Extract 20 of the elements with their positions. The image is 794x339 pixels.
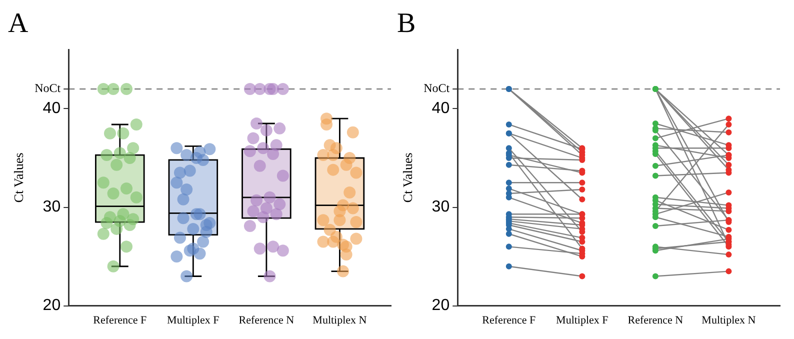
chart-title: A	[8, 8, 29, 40]
y-tick-label: NoCt	[424, 81, 450, 96]
x-tick-label: Reference F	[93, 314, 147, 326]
x-tick-label: Reference N	[628, 314, 684, 326]
x-tick-label: Multiplex N	[702, 314, 756, 326]
y-axis-title: Ct Values	[11, 152, 26, 203]
x-tick-label: Multiplex F	[167, 314, 220, 326]
x-tick-label: Reference N	[238, 314, 294, 326]
y-tick-label: 20	[42, 297, 61, 314]
y-tick-label: 20	[432, 297, 450, 314]
y-tick-label: 40	[432, 100, 450, 118]
x-tick-label: Multiplex F	[556, 314, 608, 326]
chart-title: B	[397, 8, 416, 40]
x-tick-label: Multiplex N	[312, 314, 367, 326]
y-tick-label: 30	[432, 198, 450, 216]
y-tick-label: NoCt	[34, 81, 62, 96]
y-tick-label: 40	[42, 100, 61, 118]
y-axis-title: Ct Values	[400, 152, 416, 203]
y-tick-label: 30	[42, 198, 61, 216]
x-tick-label: Reference F	[482, 314, 536, 326]
